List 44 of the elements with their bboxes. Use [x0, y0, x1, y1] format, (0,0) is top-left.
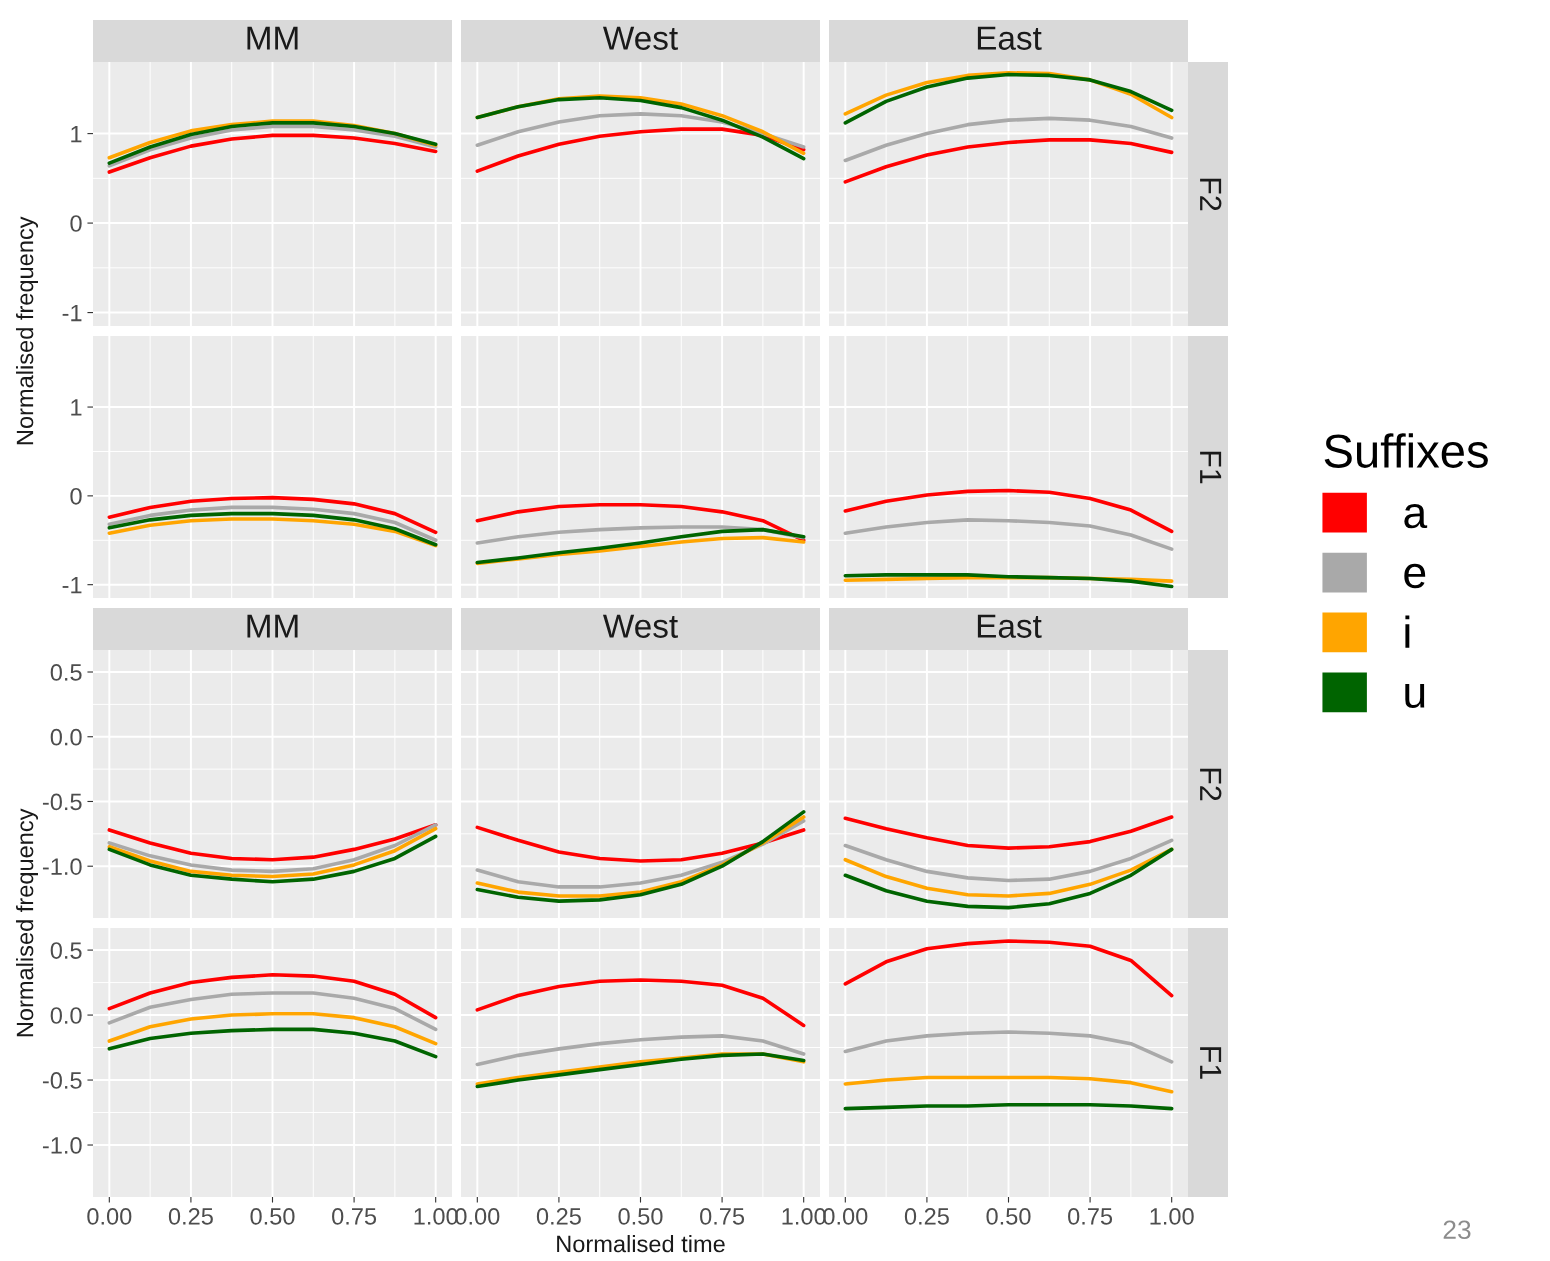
y-tick-label: -0.5	[42, 793, 82, 811]
chart-title: MM	[247, 26, 298, 50]
text: 23	[1443, 1220, 1471, 1240]
chart-title: East	[977, 614, 1042, 638]
y-tick-label: 1	[71, 125, 82, 143]
legend-label: u	[1405, 684, 1425, 708]
x-tick-label: 0.50	[618, 1208, 663, 1225]
x-tick-label: 0.50	[986, 1208, 1031, 1225]
x-tick-label: 0.25	[904, 1208, 949, 1225]
x-tick-label: 0.75	[700, 1208, 745, 1225]
y2-axis-title: F1	[1200, 1047, 1222, 1079]
y-tick-label: 0	[70, 215, 82, 232]
legend-label: e	[1404, 563, 1426, 589]
y-axis-title: Normalised frequency	[15, 808, 38, 1037]
y-tick-label: -1	[62, 304, 82, 322]
y2-axis-title: F2	[1200, 178, 1222, 211]
y-tick-label: -1.0	[42, 858, 82, 875]
legend-label: a	[1404, 503, 1428, 529]
legend-label: i	[1405, 615, 1410, 648]
x-tick-label: 0.75	[1068, 1208, 1113, 1225]
x-tick-label: 1.00	[1150, 1208, 1194, 1225]
legend-title: Suffixes	[1324, 433, 1488, 468]
y-tick-label: 1	[71, 399, 82, 416]
y-tick-label: 0.0	[50, 728, 82, 746]
y-tick-label: -1.0	[42, 1137, 82, 1154]
chart-title: West	[602, 614, 678, 638]
y-tick-label: 0.0	[50, 1007, 82, 1024]
y2-axis-title: F1	[1200, 451, 1222, 484]
x-tick-label: 0.25	[168, 1208, 213, 1225]
y-tick-label: 0	[70, 487, 82, 505]
y-tick-label: 0.5	[50, 942, 82, 959]
y-tick-label: -0.5	[42, 1072, 82, 1089]
y-axis-title: Normalised frequency	[15, 216, 38, 445]
chart-title: West	[602, 26, 678, 50]
y2-axis-title: F2	[1200, 768, 1222, 801]
x-axis-title: Normalised time	[557, 1234, 725, 1253]
y-tick-label: 0.5	[50, 664, 82, 681]
y-tick-label: -1	[62, 576, 82, 594]
x-tick-label: 0.50	[250, 1208, 295, 1225]
chart-title: East	[977, 26, 1042, 50]
x-tick-label: 0.00	[87, 1208, 132, 1225]
chart-title: MM	[247, 614, 298, 638]
x-tick-label: 0.75	[332, 1208, 377, 1225]
x-tick-label: 0.25	[536, 1208, 581, 1225]
